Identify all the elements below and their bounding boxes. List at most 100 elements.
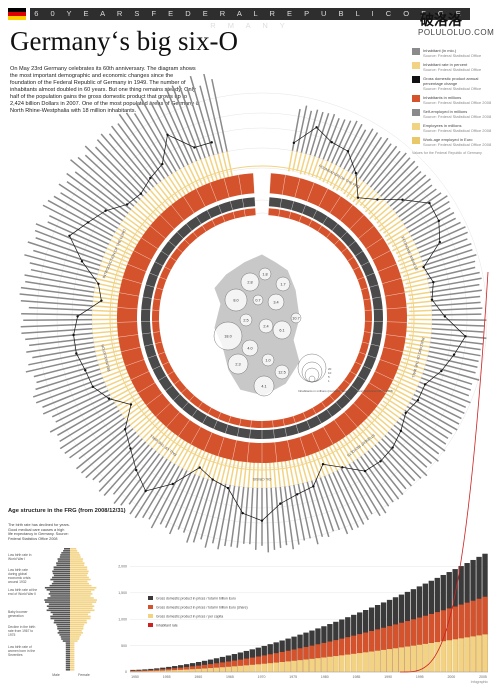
gdp-growth-point: [193, 146, 196, 149]
pyramid-female-bar: [70, 566, 88, 569]
yellow-bar: [349, 180, 364, 200]
yellow-bar: [369, 202, 388, 220]
gdp-growth-point: [129, 447, 132, 450]
outer-bar: [25, 280, 95, 293]
outer-bar: [323, 475, 349, 535]
state-bubble: [258, 318, 274, 334]
state-value: 2.8: [247, 280, 252, 284]
state-bubble: [272, 320, 292, 340]
yellow-bar: [105, 372, 138, 387]
bar-per-capita: [142, 671, 148, 672]
gdp-growth-point: [330, 141, 333, 144]
yellow-bar: [96, 278, 133, 288]
gdp-growth-point: [123, 428, 127, 431]
outer-bar: [414, 221, 461, 245]
yellow-bar: [307, 156, 316, 176]
pyramid-male-bar: [54, 619, 70, 622]
yellow-bar: [364, 195, 382, 213]
outer-bar: [398, 188, 437, 218]
yellow-bar: [171, 173, 191, 203]
bar-total: [446, 572, 452, 672]
pyramid-male-bar: [57, 632, 70, 634]
bar-total: [321, 626, 327, 672]
yellow-bar: [360, 423, 379, 443]
pyramid-male-bar: [65, 660, 70, 663]
bar-per-capita: [368, 651, 375, 672]
outer-bar: [236, 486, 245, 548]
bar-share: [201, 664, 208, 672]
page-title: Germany‘s big six-O: [10, 26, 238, 56]
bar-total: [160, 667, 166, 672]
pyramid-male-bar: [56, 564, 70, 566]
yellow-bar: [272, 462, 277, 488]
yellow-bar: [129, 404, 155, 426]
legend-swatch: [412, 109, 420, 116]
outer-bar: [351, 132, 379, 175]
ring-tick: [118, 331, 160, 338]
yellow-bar: [148, 421, 170, 446]
scale-label: 1: [328, 379, 330, 383]
chart-legend-label: Gross domestic product in prices / per c…: [156, 615, 223, 619]
bar-share: [297, 648, 303, 672]
outer-bar: [288, 485, 300, 545]
pyramid-male-bar: [61, 638, 70, 640]
yellow-bar: [405, 338, 431, 344]
pyramid-female-bar: [70, 599, 97, 601]
yellow-bar: [310, 451, 321, 478]
bar-share: [398, 622, 405, 672]
outer-bar: [305, 109, 319, 154]
outer-bar: [69, 417, 125, 459]
inhabitant-rate-line: [399, 271, 489, 673]
gdp-growth-point: [428, 201, 431, 205]
yellow-bar: [408, 322, 432, 325]
yellow-bar: [100, 264, 131, 277]
bar-per-capita: [470, 636, 476, 672]
bar-share: [363, 632, 369, 672]
pyramid-male-bar: [53, 568, 70, 571]
yellow-bar: [111, 383, 140, 400]
yellow-bar: [400, 361, 425, 370]
x-tick-label: 1950: [131, 675, 139, 679]
gdp-growth-point: [104, 209, 107, 212]
yellow-bar: [141, 414, 167, 440]
bar-per-capita: [446, 640, 452, 672]
yellow-bar: [383, 219, 402, 234]
gdp-bar-chart: 0 500 1,000 1,500 2,000 1950 1955 1960 1965 1970 1…: [118, 271, 489, 679]
legend-source: Source: Federal Statistical Office: [423, 67, 482, 72]
yellow-bar: [179, 168, 200, 203]
legend-item: Work-age employed in Euro Source: Federal…: [412, 137, 496, 147]
outer-bar: [332, 472, 359, 528]
pyramid-female-bar: [70, 648, 75, 651]
yellow-bar: [292, 151, 298, 171]
bar-per-capita: [363, 652, 369, 672]
yellow-bar: [405, 330, 432, 335]
yellow-bar: [220, 456, 229, 484]
guide-circle: [143, 199, 381, 437]
yellow-bar: [401, 353, 427, 362]
bar-per-capita: [243, 665, 250, 672]
pyramid-female-bar: [70, 570, 89, 573]
legend-item: Inhabitant (in mio.) Source: Federal Stat…: [412, 48, 496, 58]
bar-total: [225, 655, 232, 672]
pyramid-female-bar: [70, 636, 80, 638]
yellow-bar: [93, 291, 125, 298]
yellow-bar: [315, 159, 324, 178]
bar-per-capita: [249, 664, 255, 672]
bar-total: [213, 658, 220, 672]
yellow-bar: [397, 364, 423, 375]
yellow-bar: [387, 231, 410, 246]
yellow-bar: [102, 365, 134, 379]
outer-bar: [370, 447, 407, 490]
yellow-bar: [391, 235, 412, 248]
state-bubble: [213, 321, 243, 351]
ring-tick: [203, 412, 222, 452]
yellow-bar: [151, 423, 174, 449]
outer-bar: [419, 381, 471, 404]
state-bubble: [258, 267, 272, 281]
bar-per-capita: [464, 637, 470, 672]
pyramid-female-bar: [70, 584, 92, 587]
outer-bar: [420, 238, 468, 258]
yellow-bar: [386, 389, 410, 404]
yellow-bar: [327, 443, 342, 469]
bar-share: [279, 651, 285, 672]
